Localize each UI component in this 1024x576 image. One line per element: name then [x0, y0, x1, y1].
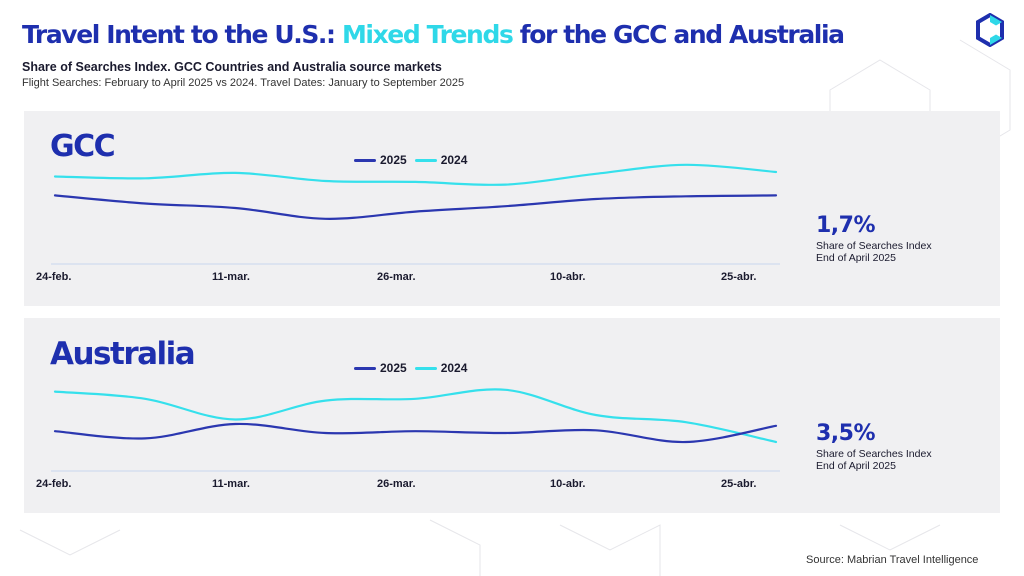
- gcc-chart-panel: GCC 2025 2024 24-feb. 11-mar. 26-mar. 10-ab…: [24, 111, 1000, 306]
- legend-label: 2024: [440, 361, 468, 375]
- legend-item-2024: 2024: [414, 153, 468, 167]
- legend-item-2025: 2025: [354, 361, 407, 375]
- caption-line: End of April 2025: [816, 460, 896, 472]
- legend-item-2025: 2025: [354, 153, 407, 167]
- subtitle-details: Flight Searches: February to April 2025 …: [22, 77, 465, 89]
- x-tick-label: 11-mar.: [212, 478, 250, 490]
- legend-swatch-2025: [354, 366, 376, 370]
- gcc-share-value: 1,7%: [816, 213, 876, 238]
- x-tick-label: 24-feb.: [36, 478, 71, 490]
- subtitle: Share of Searches Index. GCC Countries a…: [22, 60, 442, 74]
- source-note: Source: Mabrian Travel Intelligence: [806, 554, 979, 566]
- x-tick-label: 26-mar.: [377, 478, 416, 490]
- legend-label: 2025: [380, 153, 407, 167]
- x-tick-label: 25-abr.: [721, 271, 756, 283]
- caption-line: Share of Searches Index: [816, 448, 932, 460]
- panel-title: Australia: [50, 336, 196, 372]
- panel-title: GCC: [50, 129, 116, 164]
- legend-swatch-2024: [414, 366, 437, 370]
- x-tick-label: 26-mar.: [377, 271, 416, 283]
- legend-swatch-2025: [354, 158, 376, 162]
- series-line-2024: [53, 163, 778, 186]
- series-line-2025: [53, 422, 778, 444]
- caption-line: Share of Searches Index: [816, 240, 932, 252]
- x-tick-label: 10-abr.: [550, 478, 585, 490]
- x-tick-label: 24-feb.: [36, 271, 71, 283]
- x-tick-label: 25-abr.: [721, 478, 756, 490]
- title-accent: Mixed Trends: [341, 20, 514, 49]
- legend-swatch-2024: [414, 158, 437, 162]
- australia-chart-panel: Australia 2025 2024 24-feb. 11-mar. 26-mar…: [24, 318, 1000, 513]
- gcc-line-chart: 24-feb. 11-mar. 26-mar. 10-abr. 25-abr.: [36, 163, 780, 283]
- chart-legend: 2025 2024: [354, 153, 467, 167]
- australia-line-chart: 24-feb. 11-mar. 26-mar. 10-abr. 25-abr.: [36, 388, 780, 490]
- caption-line: End of April 2025: [816, 252, 896, 264]
- legend-label: 2025: [380, 361, 407, 375]
- legend-item-2024: 2024: [414, 361, 468, 375]
- hexagon-logo-icon: [976, 13, 1004, 47]
- australia-value-caption: Share of Searches Index End of April 202…: [816, 448, 986, 472]
- chart-legend: 2025 2024: [354, 361, 467, 375]
- series-line-2024: [53, 388, 778, 444]
- australia-share-value: 3,5%: [816, 421, 876, 446]
- page-title: Travel Intent to the U.S.: Mixed Trends …: [22, 20, 845, 49]
- legend-label: 2024: [440, 153, 468, 167]
- gcc-value-caption: Share of Searches Index End of April 202…: [816, 240, 986, 264]
- x-tick-label: 10-abr.: [550, 271, 585, 283]
- series-line-2025: [53, 194, 778, 220]
- x-tick-label: 11-mar.: [212, 271, 250, 283]
